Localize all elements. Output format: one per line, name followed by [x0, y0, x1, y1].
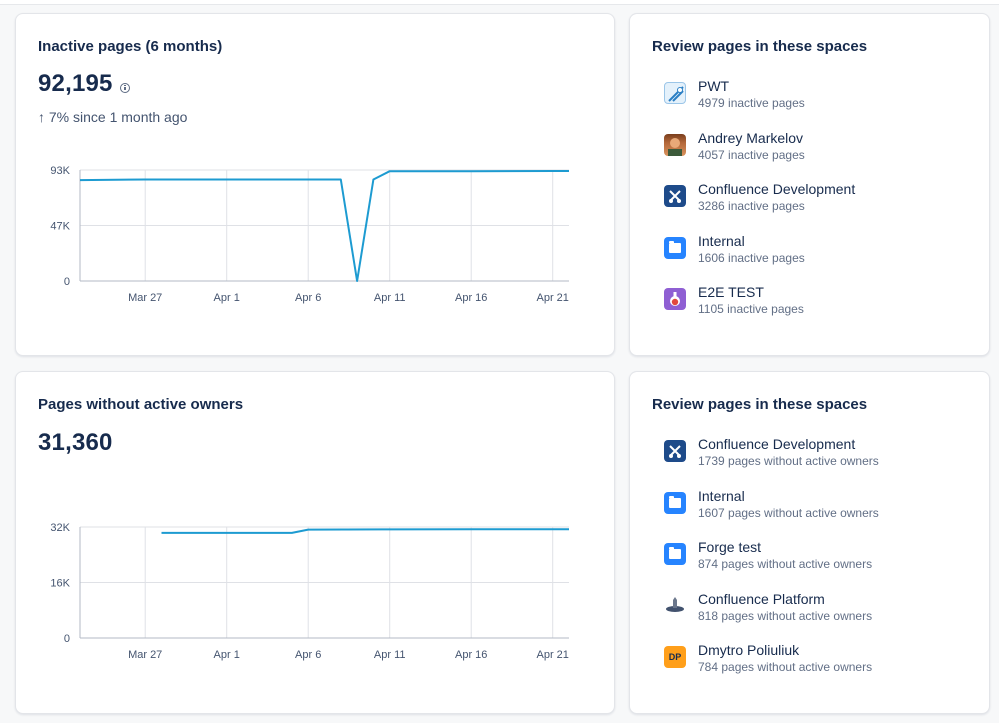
series-line: [79, 170, 569, 282]
x-tick-label: Apr 6: [295, 649, 321, 661]
space-name[interactable]: Dmytro Poliuliuk: [698, 642, 800, 658]
space-count: 1739 pages without active owners: [698, 454, 879, 468]
confluence-dev-space-icon: [664, 185, 686, 207]
space-name[interactable]: PWT: [698, 78, 730, 94]
inactive-total: 92,195: [38, 70, 113, 97]
trend-text: ↑ 7% since 1 month ago: [38, 109, 188, 125]
space-count: 1606 inactive pages: [698, 250, 805, 265]
folder-space-icon: [664, 236, 686, 259]
owners-card: Pages without active owners 31,360 32K 16…: [15, 371, 615, 714]
owners-spaces-card: Review pages in these spaces Confluence …: [629, 371, 990, 714]
x-tick-label: Apr 11: [374, 292, 406, 304]
user-avatar-icon: [664, 133, 686, 156]
top-divider: [0, 0, 999, 5]
y-tick-label: 16K: [50, 578, 70, 590]
card-title: Review pages in these spaces: [652, 38, 868, 55]
folder-space-icon: [664, 491, 686, 514]
space-name[interactable]: Internal: [698, 487, 745, 504]
owners-line-chart: 32K 16K 0 Mar 27 Apr 1 Apr 6 Apr 11 Apr 16 Apr 2…: [50, 522, 569, 661]
x-tick-label: Mar 27: [128, 649, 162, 661]
space-count: 1607 pages without active owners: [698, 505, 879, 520]
space-count: 818 pages without active owners: [698, 608, 873, 623]
x-tick-label: Mar 27: [128, 292, 162, 304]
y-tick-label: 32K: [50, 522, 70, 534]
x-tick-label: Apr 21: [536, 649, 568, 661]
y-tick-label: 0: [64, 633, 70, 645]
y-tick-label: 47K: [50, 221, 70, 233]
info-icon[interactable]: [120, 83, 130, 93]
space-name[interactable]: Confluence Platform: [698, 590, 825, 607]
pwt-space-icon: [664, 82, 686, 104]
space-name[interactable]: Internal: [698, 232, 745, 249]
x-tick-label: Apr 11: [374, 649, 406, 661]
space-count: 784 pages without active owners: [698, 660, 873, 674]
folder-space-icon: [664, 543, 686, 565]
initials-avatar-icon: DP: [664, 646, 686, 668]
card-title: Inactive pages (6 months): [38, 38, 223, 55]
space-count: 1105 inactive pages: [698, 302, 804, 316]
x-tick-label: Apr 16: [455, 649, 487, 661]
card-title: Pages without active owners: [38, 396, 244, 413]
inactive-spaces-card: Review pages in these spaces PWT 4979 in…: [629, 13, 990, 356]
space-count: 874 pages without active owners: [698, 557, 873, 571]
series-line: [161, 528, 569, 534]
space-count: 4979 inactive pages: [698, 96, 805, 110]
owners-total: 31,360: [38, 429, 113, 456]
inactive-pages-line-chart: 93K 47K 0 Mar 27 Apr 1 Apr 6 Apr 11 Apr 16 Apr 2…: [50, 165, 569, 304]
space-name[interactable]: Confluence Development: [698, 181, 856, 197]
platform-space-icon: [664, 595, 686, 617]
inactive-pages-card: Inactive pages (6 months) 92,195 ↑ 7% si…: [15, 13, 615, 356]
potion-space-icon: [664, 288, 686, 310]
space-name[interactable]: Andrey Markelov: [698, 129, 804, 146]
space-name[interactable]: Confluence Development: [698, 436, 856, 452]
space-name[interactable]: Forge test: [698, 539, 762, 555]
space-name[interactable]: E2E TEST: [698, 284, 764, 300]
card-title: Review pages in these spaces: [652, 396, 868, 413]
x-tick-label: Apr 6: [295, 292, 321, 304]
x-tick-label: Apr 1: [214, 292, 240, 304]
y-tick-label: 0: [64, 276, 70, 288]
x-tick-label: Apr 21: [536, 292, 568, 304]
space-count: 4057 inactive pages: [698, 147, 805, 162]
x-tick-label: Apr 16: [455, 292, 487, 304]
x-tick-label: Apr 1: [214, 649, 240, 661]
space-count: 3286 inactive pages: [698, 199, 805, 213]
confluence-dev-space-icon: [664, 440, 686, 462]
y-tick-label: 93K: [50, 165, 70, 177]
